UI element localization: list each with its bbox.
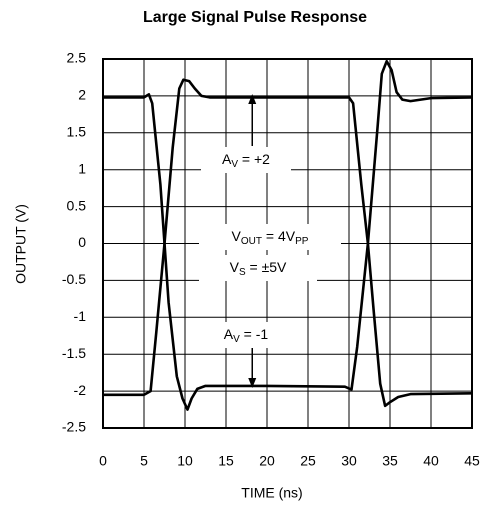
annotation-text: A — [224, 326, 234, 342]
y-axis-label: OUTPUT (V) — [13, 204, 29, 284]
annotation: AV = +2 — [222, 151, 270, 170]
annotation-subscript: S — [239, 267, 246, 278]
x-tick-label: 5 — [140, 453, 148, 469]
annotation-subscript: OUT — [241, 236, 262, 247]
annotation-bg — [201, 147, 291, 173]
y-tick-label: -0.5 — [62, 271, 86, 287]
x-tick-label: 35 — [382, 453, 398, 469]
annotation-subscript: V — [233, 334, 240, 345]
annotation-text: A — [222, 151, 232, 167]
annotation-bg — [199, 255, 317, 281]
y-tick-label: -1 — [74, 308, 87, 324]
annotation: VS = ±5V — [230, 259, 287, 278]
annotation-text: = ±5V — [246, 259, 287, 275]
y-tick-label: 1.5 — [67, 124, 87, 140]
x-tick-label: 20 — [259, 453, 275, 469]
line-series — [103, 78, 473, 408]
x-tick-label: 25 — [300, 453, 316, 469]
x-tick-label: 40 — [423, 453, 439, 469]
x-tick-label: 45 — [464, 453, 480, 469]
y-tick-label: 0.5 — [67, 197, 87, 213]
arrow-head — [248, 94, 257, 104]
annotation-subscript: V — [231, 159, 238, 170]
y-tick-label: 2.5 — [67, 50, 87, 66]
y-tick-label: 0 — [78, 234, 86, 250]
annotation-text: = 4V — [262, 228, 296, 244]
annotation-text: V — [232, 228, 242, 244]
line-series — [103, 59, 473, 411]
y-tick-label: 1 — [78, 160, 86, 176]
plot-frame — [102, 58, 473, 429]
y-tick-label: -2 — [74, 382, 87, 398]
x-tick-label: 0 — [99, 453, 107, 469]
chart-title: Large Signal Pulse Response — [143, 9, 367, 26]
annotation: VOUT = 4VPP — [232, 228, 309, 247]
annotation-bg — [199, 224, 341, 250]
y-tick-label: -1.5 — [62, 345, 86, 361]
annotation-text: V — [230, 259, 240, 275]
x-axis-label: TIME (ns) — [241, 485, 302, 501]
x-tick-label: 10 — [177, 453, 193, 469]
annotation-bg — [201, 322, 291, 348]
annotation: AV = -1 — [224, 326, 269, 345]
annotation-text: = +2 — [238, 151, 270, 167]
x-tick-label: 15 — [218, 453, 234, 469]
x-tick-label: 30 — [341, 453, 357, 469]
arrow-head — [248, 378, 257, 388]
y-tick-label: -2.5 — [62, 419, 86, 435]
annotation-text: = -1 — [240, 326, 269, 342]
y-tick-label: 2 — [78, 87, 86, 103]
annotation-subscript: PP — [295, 236, 309, 247]
